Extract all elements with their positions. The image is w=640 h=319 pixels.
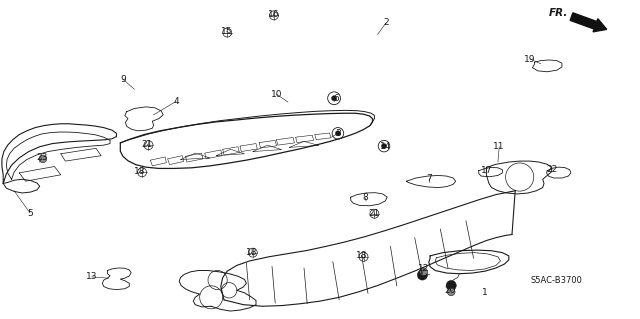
Text: 2: 2 — [383, 19, 388, 27]
Text: 17: 17 — [481, 167, 492, 175]
Text: 16: 16 — [268, 10, 279, 19]
Text: 8: 8 — [362, 193, 367, 202]
Text: 10: 10 — [271, 90, 282, 99]
Text: 18: 18 — [134, 167, 146, 176]
Text: 21: 21 — [369, 209, 380, 218]
Text: FR.: FR. — [549, 8, 568, 18]
Circle shape — [446, 280, 456, 291]
Text: 15: 15 — [221, 27, 232, 36]
Text: 21: 21 — [141, 140, 153, 149]
Text: 19: 19 — [524, 55, 536, 63]
Circle shape — [381, 144, 387, 149]
FancyArrow shape — [570, 13, 607, 32]
Text: 12: 12 — [418, 264, 429, 273]
Text: 11: 11 — [493, 142, 505, 151]
Circle shape — [332, 96, 337, 101]
Text: 13: 13 — [86, 272, 97, 281]
Text: 22: 22 — [546, 165, 557, 174]
Text: 6: 6 — [334, 94, 339, 103]
Text: 7: 7 — [426, 174, 431, 182]
Text: 1: 1 — [482, 288, 487, 297]
Text: 18: 18 — [356, 251, 367, 260]
Text: S5AC-B3700: S5AC-B3700 — [531, 276, 583, 285]
Circle shape — [417, 270, 428, 280]
Text: 9: 9 — [120, 75, 125, 84]
Circle shape — [447, 288, 455, 296]
Circle shape — [335, 131, 340, 136]
Text: 14: 14 — [380, 142, 392, 151]
Circle shape — [39, 155, 47, 163]
Text: 3: 3 — [335, 129, 340, 138]
Circle shape — [420, 268, 428, 276]
Text: 20: 20 — [444, 286, 456, 295]
Text: 4: 4 — [173, 97, 179, 106]
Text: 23: 23 — [36, 153, 47, 162]
Text: 18: 18 — [246, 248, 257, 256]
Text: 5: 5 — [28, 209, 33, 218]
